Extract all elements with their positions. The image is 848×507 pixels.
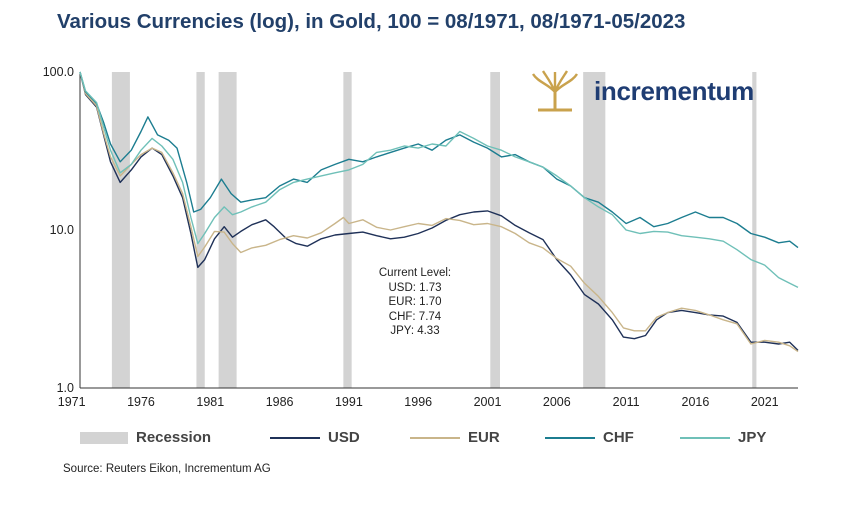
chart-title: Various Currencies (log), in Gold, 100 =…: [57, 10, 686, 33]
series-lines: [79, 71, 799, 353]
recession-band: [343, 72, 352, 388]
legend-swatch-recession: [80, 431, 128, 444]
y-tick-label: 10.0: [50, 223, 74, 237]
recession-band: [583, 72, 606, 388]
x-tick-label: 1976: [127, 395, 155, 409]
legend-label: USD: [328, 429, 360, 446]
x-tick-label: 1971: [58, 395, 86, 409]
series-line-chf: [79, 71, 799, 249]
current-level-annotation: Current Level: USD: 1.73 EUR: 1.70 CHF: …: [355, 266, 475, 339]
axes: [79, 72, 798, 389]
x-tick-label: 2016: [682, 395, 710, 409]
x-tick-label: 1986: [266, 395, 294, 409]
series-line-jpy: [79, 71, 799, 289]
annotation-line: JPY: 4.33: [390, 325, 440, 337]
logo-text: incrementum: [594, 76, 754, 106]
x-tick-label: 2021: [751, 395, 779, 409]
legend-item-eur: EUR: [410, 429, 500, 446]
legend-swatch-jpy: [680, 436, 730, 439]
source-note: Source: Reuters Eikon, Incrementum AG: [63, 463, 271, 475]
annotation-heading: Current Level:: [378, 267, 452, 279]
tree-logo-icon: [530, 70, 580, 114]
y-tick-label: 100.0: [43, 65, 74, 79]
recession-bands: [111, 72, 757, 388]
legend-label: EUR: [468, 429, 500, 446]
annotation-line: EUR: 1.70: [388, 296, 442, 308]
legend-item-chf: CHF: [545, 429, 634, 446]
legend-item-recession: Recession: [80, 429, 211, 446]
legend-label: Recession: [136, 429, 212, 446]
legend-swatch-chf: [545, 436, 595, 439]
y-tick-labels: 100.0 10.0 1.0: [43, 65, 74, 395]
x-tick-labels: 1971 1976 1981 1986 1991 1996 2001 2006 2011 2016…: [58, 395, 779, 409]
legend-label: JPY: [738, 429, 767, 446]
legend-swatch-eur: [410, 436, 460, 439]
x-tick-label: 1991: [335, 395, 363, 409]
x-tick-label: 1981: [196, 395, 224, 409]
plot-area: 100.0 10.0 1.0 1971 1976 1981 1986 1991 1996 200…: [43, 65, 799, 409]
y-tick-label: 1.0: [57, 381, 74, 395]
legend-label: CHF: [603, 429, 634, 446]
series-line-eur: [79, 71, 799, 353]
recession-band: [490, 72, 500, 388]
recession-band: [752, 72, 757, 388]
recession-band: [196, 72, 205, 388]
legend-item-jpy: JPY: [680, 429, 766, 446]
legend-swatch-usd: [270, 436, 320, 439]
x-tick-label: 2011: [613, 395, 640, 409]
annotation-line: USD: 1.73: [388, 281, 442, 294]
x-tick-label: 2006: [543, 395, 571, 409]
legend-item-usd: USD: [270, 429, 360, 446]
annotation-line: CHF: 7.74: [388, 310, 442, 323]
x-tick-label: 1996: [404, 395, 432, 409]
legend: Recession USD EUR CHF JPY: [0, 429, 848, 453]
recession-band: [111, 72, 130, 388]
x-tick-label: 2001: [474, 395, 502, 409]
incrementum-logo: incrementum: [530, 70, 780, 116]
